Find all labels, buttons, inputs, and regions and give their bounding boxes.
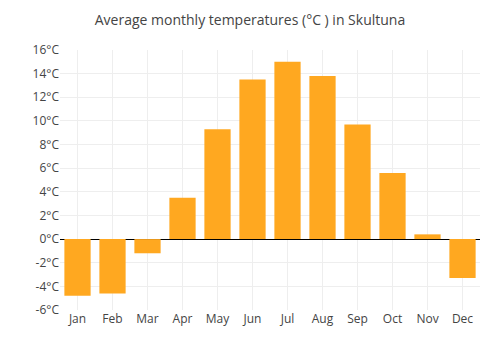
- svg-text:Jun: Jun: [243, 310, 262, 327]
- svg-text:14°C: 14°C: [33, 65, 60, 82]
- svg-text:Feb: Feb: [102, 310, 122, 327]
- svg-text:-2°C: -2°C: [36, 254, 60, 271]
- svg-text:0°C: 0°C: [39, 230, 59, 247]
- svg-text:Aug: Aug: [312, 310, 334, 327]
- svg-text:Nov: Nov: [416, 310, 438, 327]
- svg-text:Mar: Mar: [136, 310, 158, 327]
- svg-text:Average monthly temperatures (: Average monthly temperatures (°C ) in Sk…: [95, 10, 405, 29]
- svg-text:Dec: Dec: [452, 310, 473, 327]
- svg-text:8°C: 8°C: [39, 136, 59, 153]
- svg-text:May: May: [206, 310, 230, 327]
- svg-text:-4°C: -4°C: [36, 278, 60, 295]
- svg-text:10°C: 10°C: [33, 112, 60, 129]
- svg-text:4°C: 4°C: [39, 183, 59, 200]
- svg-text:Jan: Jan: [68, 310, 86, 327]
- svg-text:Oct: Oct: [383, 310, 402, 327]
- svg-text:12°C: 12°C: [33, 88, 60, 105]
- svg-text:Sep: Sep: [347, 310, 368, 327]
- svg-text:Jul: Jul: [280, 310, 295, 327]
- svg-text:2°C: 2°C: [39, 207, 59, 224]
- svg-text:6°C: 6°C: [39, 159, 59, 176]
- svg-text:16°C: 16°C: [33, 41, 60, 58]
- svg-text:-6°C: -6°C: [36, 301, 60, 318]
- svg-text:Apr: Apr: [173, 310, 193, 327]
